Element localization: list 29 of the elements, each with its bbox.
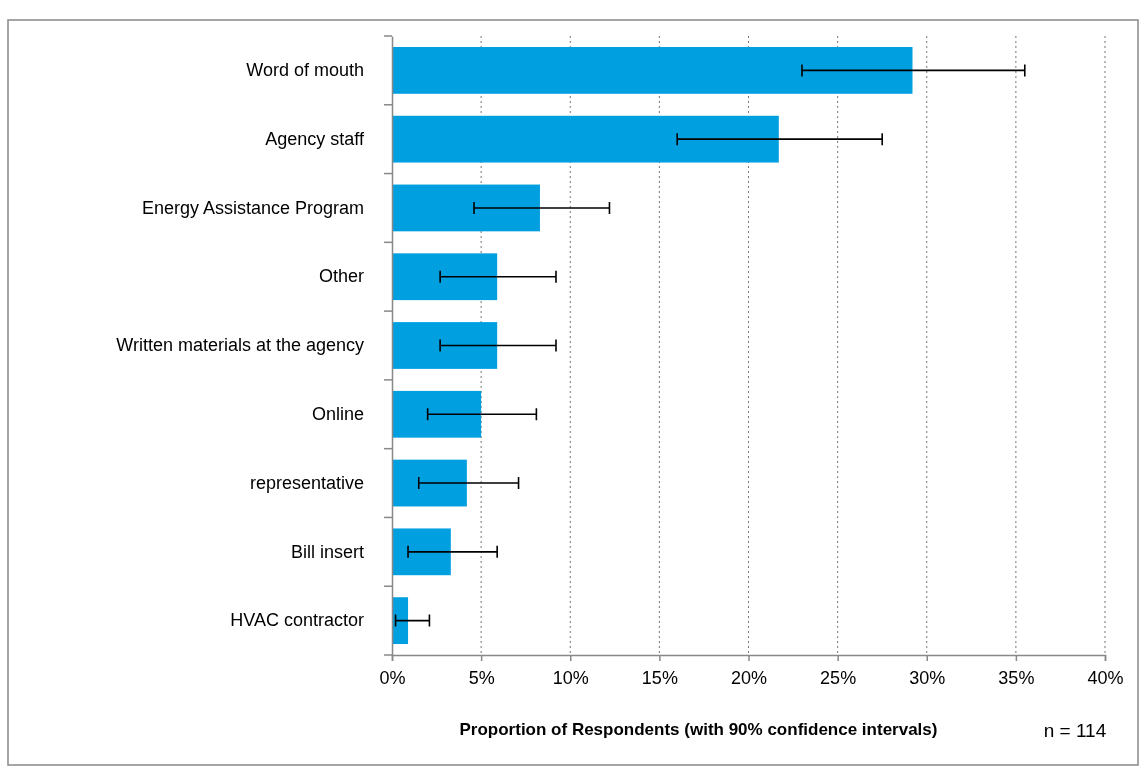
x-tick-label: 35% [998, 667, 1035, 688]
bar [392, 115, 779, 163]
y-tick-label: representative [249, 472, 364, 493]
x-tick-label: 5% [468, 667, 495, 688]
bar [392, 528, 451, 576]
x-axis-title: Proportion of Respondents (with 90% confidence intervals) [459, 720, 938, 739]
x-tick-label: 40% [1087, 667, 1124, 688]
bar [392, 184, 540, 232]
x-tick-label: 15% [641, 667, 678, 688]
text: n = 114 [1043, 720, 1107, 741]
y-tick-label: Agency staff [265, 128, 365, 149]
y-tick-label: Other [318, 266, 364, 287]
bar [392, 253, 498, 301]
x-tick-label: 25% [820, 667, 857, 688]
y-tick-label: Word of mouth [246, 60, 364, 81]
x-tick-label: 20% [730, 667, 768, 688]
bar [392, 459, 467, 507]
x-tick-label: 30% [909, 667, 946, 688]
y-tick-label: Written materials at the agency [116, 335, 364, 356]
bar [392, 47, 913, 94]
bar [392, 390, 482, 438]
bar [392, 322, 498, 369]
y-tick-label: Bill insert [290, 541, 364, 562]
x-tick-label: 0% [379, 667, 406, 688]
bar [392, 597, 409, 644]
y-tick-label: Energy Assistance Program [141, 197, 364, 218]
y-tick-label: Online [311, 404, 364, 425]
y-tick-label: HVAC contractor [230, 610, 364, 631]
x-tick-label: 10% [552, 667, 589, 688]
